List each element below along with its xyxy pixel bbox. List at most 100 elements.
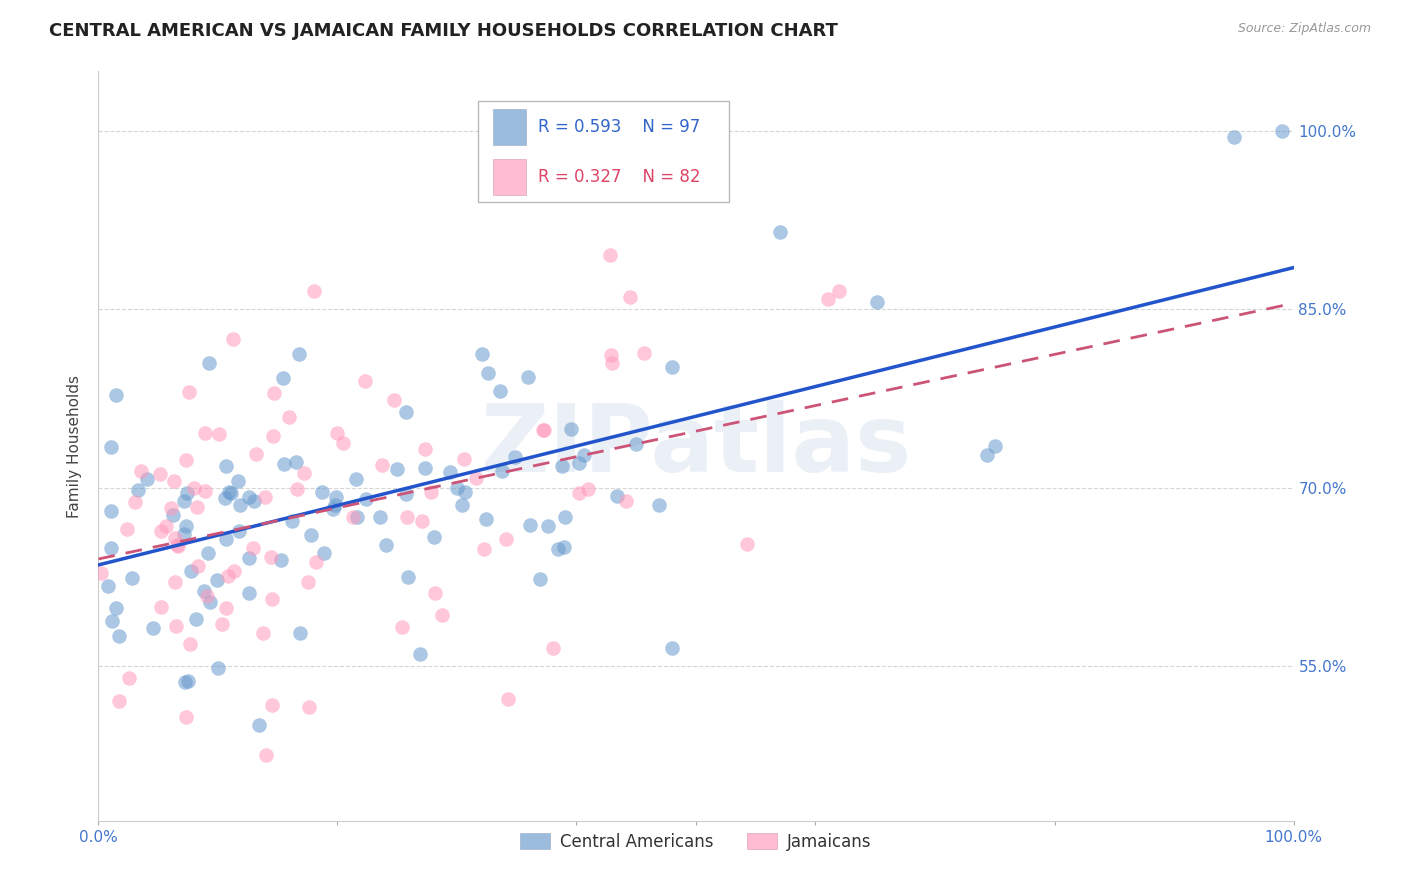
Point — [370, 509, 392, 524]
Point — [354, 374, 377, 388]
Point — [430, 607, 453, 622]
Point — [344, 472, 367, 486]
Point — [311, 484, 333, 499]
Point — [166, 538, 188, 552]
Point — [423, 530, 446, 544]
Point — [465, 470, 488, 484]
Point — [115, 522, 138, 536]
Point — [180, 564, 202, 578]
Point — [533, 423, 555, 437]
Point — [187, 559, 209, 574]
Point — [174, 710, 197, 724]
Point — [218, 484, 240, 499]
Point — [118, 671, 141, 685]
Point — [541, 641, 564, 656]
Point — [193, 483, 215, 498]
Point — [554, 510, 576, 524]
Point — [214, 458, 236, 473]
Point — [285, 482, 308, 496]
Point — [100, 440, 122, 454]
Point — [301, 528, 323, 542]
Point — [290, 626, 312, 640]
Point — [491, 464, 513, 478]
Bar — [494, 159, 526, 195]
Point — [108, 694, 131, 708]
Point — [395, 405, 418, 419]
Point — [155, 519, 177, 533]
Point — [529, 572, 551, 586]
Text: Source: ZipAtlas.com: Source: ZipAtlas.com — [1237, 22, 1371, 36]
Point — [288, 347, 311, 361]
Text: ZIPatlas: ZIPatlas — [481, 400, 911, 492]
Point — [503, 450, 526, 464]
Point — [242, 541, 264, 556]
Point — [547, 541, 569, 556]
Point — [297, 574, 319, 589]
Point — [186, 612, 208, 626]
Point — [150, 524, 173, 538]
Point — [475, 511, 498, 525]
Point — [166, 539, 188, 553]
Point — [228, 524, 250, 538]
Text: R = 0.593    N = 97: R = 0.593 N = 97 — [538, 118, 700, 136]
Point — [173, 494, 195, 508]
Point — [553, 540, 575, 554]
Point — [371, 458, 394, 473]
Point — [531, 423, 554, 437]
Point — [271, 370, 294, 384]
Point — [217, 568, 239, 582]
Point — [305, 555, 328, 569]
Point — [633, 346, 655, 360]
Point — [387, 462, 409, 476]
Point — [517, 369, 540, 384]
Point — [572, 448, 595, 462]
Point — [100, 504, 122, 518]
Point — [606, 489, 628, 503]
Point — [471, 347, 494, 361]
Point — [97, 579, 120, 593]
Point — [222, 332, 245, 346]
Point — [205, 574, 228, 588]
Point — [865, 295, 887, 310]
Point — [186, 500, 208, 515]
Point — [828, 284, 851, 298]
Point — [215, 601, 238, 615]
Point — [737, 537, 759, 551]
Point — [477, 366, 499, 380]
Point — [207, 661, 229, 675]
Point — [1271, 124, 1294, 138]
Point — [90, 566, 112, 581]
Point — [550, 459, 572, 474]
Point — [661, 360, 683, 375]
Point — [208, 426, 231, 441]
Point — [451, 499, 474, 513]
Point — [396, 570, 419, 584]
Point — [768, 225, 790, 239]
Point — [614, 493, 637, 508]
Point — [576, 482, 599, 496]
Point — [179, 637, 201, 651]
Point — [238, 551, 260, 566]
Point — [323, 498, 346, 512]
Point — [454, 485, 477, 500]
Point — [253, 490, 276, 504]
Point — [619, 290, 641, 304]
Point — [165, 618, 187, 632]
Point — [298, 699, 321, 714]
Point — [124, 494, 146, 508]
Point — [396, 509, 419, 524]
Point — [420, 485, 443, 500]
Point — [1223, 129, 1246, 144]
Point — [252, 625, 274, 640]
Point — [194, 425, 217, 440]
Point — [270, 553, 292, 567]
Point — [176, 519, 198, 533]
Point — [817, 292, 839, 306]
Point — [568, 486, 591, 500]
Point — [198, 356, 221, 370]
Point — [273, 457, 295, 471]
Point — [600, 348, 623, 362]
Point — [129, 464, 152, 478]
Point — [245, 447, 267, 461]
Point — [285, 455, 308, 469]
